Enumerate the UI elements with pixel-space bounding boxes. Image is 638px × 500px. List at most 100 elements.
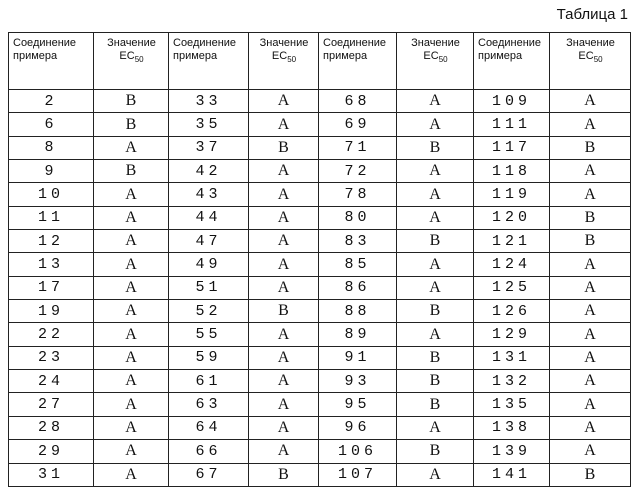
compound-cell: 96 [319, 416, 397, 439]
compound-cell: 71 [319, 136, 397, 159]
ec50-value-cell: A [550, 113, 631, 136]
ec50-value-cell: A [249, 440, 319, 463]
ec50-value-cell: B [397, 370, 474, 393]
ec50-value-cell: A [249, 323, 319, 346]
compound-cell: 139 [474, 440, 550, 463]
table-row: 27A63A95B135A [9, 393, 631, 416]
ec50-value-cell: A [94, 183, 169, 206]
compound-cell: 141 [474, 463, 550, 487]
ec50-value-cell: B [550, 463, 631, 487]
compound-cell: 119 [474, 183, 550, 206]
ec50-value-cell: A [397, 323, 474, 346]
ec50-value-cell: A [550, 90, 631, 113]
ec50-value-cell: B [249, 136, 319, 159]
ec50-value-cell: A [94, 440, 169, 463]
ec50-value-cell: A [397, 463, 474, 487]
ec50-value-cell: A [397, 113, 474, 136]
ec50-value-cell: A [249, 276, 319, 299]
compound-cell: 8 [9, 136, 94, 159]
ec50-value-cell: B [94, 113, 169, 136]
ec50-value-cell: A [94, 370, 169, 393]
compound-cell: 24 [9, 370, 94, 393]
compound-cell: 86 [319, 276, 397, 299]
compound-cell: 44 [169, 206, 249, 229]
compound-cell: 17 [9, 276, 94, 299]
ec50-value-cell: B [397, 346, 474, 369]
compound-cell: 138 [474, 416, 550, 439]
ec50-value-cell: A [94, 253, 169, 276]
ec50-value-cell: A [94, 230, 169, 253]
compound-cell: 91 [319, 346, 397, 369]
compound-cell: 132 [474, 370, 550, 393]
compound-cell: 63 [169, 393, 249, 416]
table-row: 8A37B71B117B [9, 136, 631, 159]
ec50-value-cell: A [94, 416, 169, 439]
compound-cell: 51 [169, 276, 249, 299]
table-row: 6B35A69A111A [9, 113, 631, 136]
ec50-value-cell: A [249, 160, 319, 183]
compound-cell: 59 [169, 346, 249, 369]
compound-cell: 121 [474, 230, 550, 253]
ec50-value-cell: A [249, 416, 319, 439]
compound-header: Соединениепримера [169, 33, 249, 90]
table-row: 28A64A96A138A [9, 416, 631, 439]
table-row: 22A55A89A129A [9, 323, 631, 346]
compound-cell: 27 [9, 393, 94, 416]
table-row: 13A49A85A124A [9, 253, 631, 276]
ec50-value-cell: B [249, 463, 319, 487]
ec50-value-cell: A [249, 90, 319, 113]
table-row: 19A52B88B126A [9, 300, 631, 323]
ec50-value-cell: A [249, 113, 319, 136]
compound-cell: 31 [9, 463, 94, 487]
ec50-value-cell: A [550, 370, 631, 393]
ec50-value-cell: A [550, 346, 631, 369]
compound-cell: 37 [169, 136, 249, 159]
ec50-header: ЗначениеEC50 [550, 33, 631, 90]
table-row: 17A51A86A125A [9, 276, 631, 299]
compound-cell: 69 [319, 113, 397, 136]
ec50-value-cell: A [249, 183, 319, 206]
ec50-value-cell: B [94, 160, 169, 183]
compound-cell: 22 [9, 323, 94, 346]
ec50-value-cell: A [94, 136, 169, 159]
compound-cell: 68 [319, 90, 397, 113]
compound-cell: 126 [474, 300, 550, 323]
compound-cell: 118 [474, 160, 550, 183]
ec50-value-cell: A [249, 206, 319, 229]
ec50-value-cell: B [397, 300, 474, 323]
ec50-value-cell: A [550, 416, 631, 439]
ec50-value-cell: A [397, 276, 474, 299]
ec50-header: ЗначениеEC50 [94, 33, 169, 90]
ec50-value-cell: A [94, 276, 169, 299]
compound-cell: 93 [319, 370, 397, 393]
compound-cell: 13 [9, 253, 94, 276]
ec50-value-cell: A [94, 323, 169, 346]
ec50-value-cell: B [397, 393, 474, 416]
table-row: 12A47A83B121B [9, 230, 631, 253]
compound-cell: 47 [169, 230, 249, 253]
table-row: 10A43A78A119A [9, 183, 631, 206]
ec50-value-cell: A [550, 276, 631, 299]
compound-cell: 131 [474, 346, 550, 369]
ec50-value-cell: A [397, 416, 474, 439]
ec50-value-cell: A [249, 230, 319, 253]
ec50-value-cell: A [94, 393, 169, 416]
compound-cell: 43 [169, 183, 249, 206]
ec50-value-cell: A [550, 183, 631, 206]
compound-cell: 67 [169, 463, 249, 487]
compound-cell: 135 [474, 393, 550, 416]
ec50-value-cell: A [550, 300, 631, 323]
compound-cell: 35 [169, 113, 249, 136]
compound-cell: 125 [474, 276, 550, 299]
ec50-value-cell: B [397, 440, 474, 463]
ec50-value-cell: A [397, 253, 474, 276]
compound-cell: 78 [319, 183, 397, 206]
ec50-value-cell: A [550, 440, 631, 463]
ec50-value-cell: B [249, 300, 319, 323]
ec50-value-cell: B [397, 230, 474, 253]
ec50-value-cell: B [94, 90, 169, 113]
table-caption: Таблица 1 [557, 6, 628, 23]
compound-cell: 129 [474, 323, 550, 346]
ec50-value-cell: A [94, 300, 169, 323]
table-row: 31A67B107A141B [9, 463, 631, 487]
